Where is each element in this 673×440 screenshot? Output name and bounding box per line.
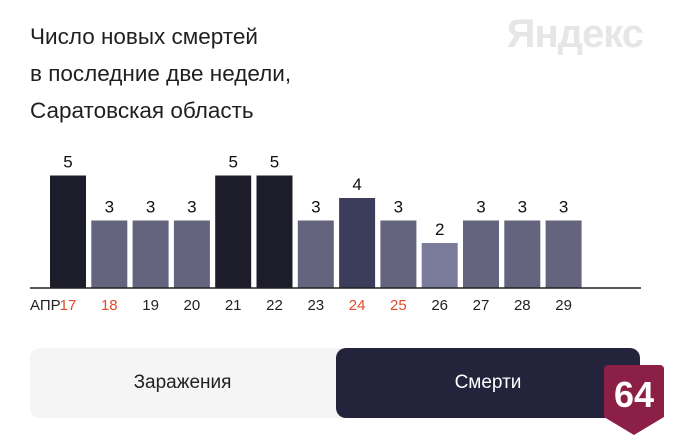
site-badge: 64 [604,365,664,435]
bar-27 [463,220,499,288]
data-label-24: 4 [352,175,361,194]
x-tick-label-21: 21 [225,297,242,314]
data-label-20: 3 [187,198,196,217]
bar-22 [256,175,293,288]
bar-26 [421,243,458,288]
x-tick-label-27: 27 [473,297,490,314]
data-label-29: 3 [559,198,568,217]
x-tick-label-28: 28 [514,297,531,314]
bar-chart: 5 17 3 18 3 19 3 20 5 21 5 22 3 23 4 24 3 25 2 26 3 27 3 28 3 29 А… [30,153,641,314]
bar-25 [380,220,417,288]
x-tick-label-20: 20 [184,297,201,314]
x-tick-label-26: 26 [431,297,448,314]
badge-shield-icon [604,365,664,435]
bar-17 [50,175,86,288]
badge-number: 64 [613,374,655,415]
x-axis-month-label: АПР [30,297,61,314]
yandex-logo: Яндекс [506,12,644,56]
x-tick-label-17: 17 [60,297,77,314]
chart-title: Число новых смертей в последние две неде… [30,18,291,129]
x-tick-label-24: 24 [349,297,366,314]
tab-deaths[interactable]: Смерти [336,348,640,418]
bar-24 [339,198,376,288]
bar-29 [545,220,582,288]
title-line-2: в последние две недели, [30,61,292,86]
data-label-25: 3 [394,198,403,217]
data-label-21: 5 [228,153,237,172]
data-label-23: 3 [311,198,320,217]
metric-toggle: Заражения Смерти [30,348,640,418]
bar-19 [132,220,169,288]
data-label-17: 5 [63,153,72,172]
data-label-18: 3 [105,198,114,217]
title-line-3: Саратовская область [30,98,254,123]
title-line-1: Число новых смертей [30,24,258,49]
data-label-27: 3 [476,198,485,217]
data-label-28: 3 [518,198,527,217]
bar-20 [173,220,210,288]
x-tick-label-25: 25 [390,297,407,314]
bar-28 [504,220,541,288]
bar-18 [91,220,128,288]
bar-21 [215,175,252,288]
x-tick-label-23: 23 [307,297,324,314]
data-label-22: 5 [270,153,279,172]
x-tick-label-19: 19 [142,297,159,314]
data-label-26: 2 [435,220,444,239]
x-tick-label-29: 29 [555,297,572,314]
tab-cases[interactable]: Заражения [133,372,232,393]
x-tick-label-22: 22 [266,297,283,314]
bar-23 [297,220,334,288]
data-label-19: 3 [146,198,155,217]
x-tick-label-18: 18 [101,297,118,314]
